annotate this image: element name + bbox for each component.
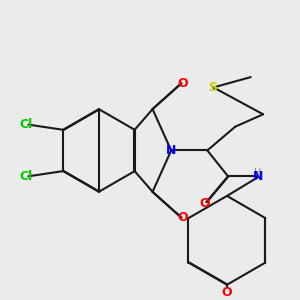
Text: H: H	[254, 168, 262, 178]
Text: Cl: Cl	[19, 118, 32, 131]
Text: S: S	[208, 81, 217, 94]
Text: O: O	[178, 77, 188, 90]
Text: N: N	[253, 170, 263, 183]
Text: O: O	[222, 286, 232, 298]
Text: O: O	[178, 211, 188, 224]
Text: O: O	[200, 197, 210, 210]
Text: Cl: Cl	[19, 170, 32, 183]
Text: N: N	[166, 144, 176, 157]
